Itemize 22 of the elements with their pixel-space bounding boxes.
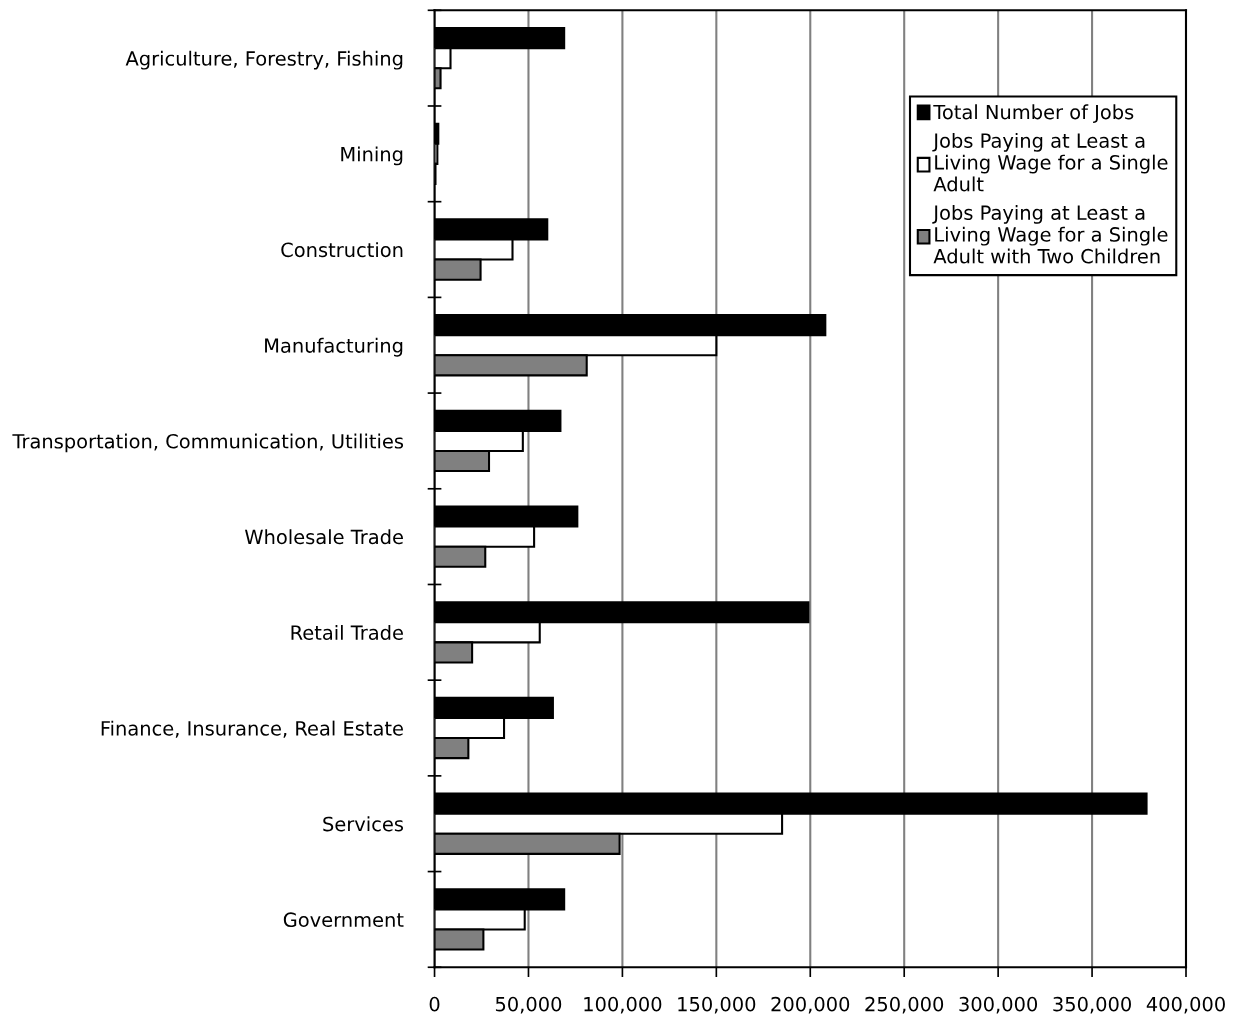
x-tick-label: 400,000 <box>1146 996 1225 1014</box>
y-tick-label: Retail Trade <box>291 624 403 640</box>
x-tick-label: 250,000 <box>865 996 944 1014</box>
y-tick-label: Construction <box>281 242 403 258</box>
y-tick-label: Finance, Insurance, Real Estate <box>101 720 403 738</box>
x-tick-label: 350,000 <box>1053 996 1131 1014</box>
x-tick-label: 150,000 <box>678 996 756 1014</box>
y-tick-label: Government <box>283 912 404 928</box>
y-tick-label: Wholesale Trade <box>245 529 403 545</box>
y-tick-label: Mining <box>341 146 403 166</box>
y-tick-label: Transportation, Communication, Utilities <box>12 433 404 453</box>
x-tick-label: 100,000 <box>584 996 662 1014</box>
legend-label: Jobs Paying at Least a Living Wage for a Single Adult <box>932 132 1168 192</box>
y-tick-label: Manufacturing <box>265 337 403 357</box>
legend-label: Jobs Paying at Least a Living Wage for a Single Adult with Two Children <box>932 204 1168 264</box>
y-tick-label: Services <box>323 816 404 832</box>
x-tick-label: 300,000 <box>959 996 1038 1014</box>
legend-label: Total Number of Jobs <box>933 104 1134 124</box>
x-tick-label: 50,000 <box>495 996 562 1014</box>
y-tick-label: Agriculture, Forestry, Fishing <box>125 50 403 70</box>
x-tick-label: 200,000 <box>771 996 850 1014</box>
x-tick-label: 0 <box>429 996 440 1012</box>
